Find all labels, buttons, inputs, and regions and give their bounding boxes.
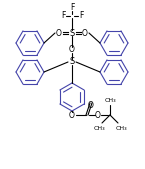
Text: CH₃: CH₃	[104, 99, 116, 103]
Text: F: F	[70, 3, 74, 11]
Text: O: O	[69, 111, 75, 119]
Text: O: O	[56, 29, 62, 38]
Text: F: F	[79, 11, 83, 20]
Text: O: O	[69, 45, 75, 54]
Text: O: O	[82, 29, 88, 38]
Text: F: F	[61, 11, 65, 20]
Text: CH₃: CH₃	[93, 126, 105, 130]
Text: S: S	[69, 57, 75, 66]
Text: CH₃: CH₃	[115, 126, 127, 130]
Text: O: O	[88, 101, 94, 110]
Text: S: S	[69, 29, 75, 38]
Text: O: O	[95, 111, 101, 119]
